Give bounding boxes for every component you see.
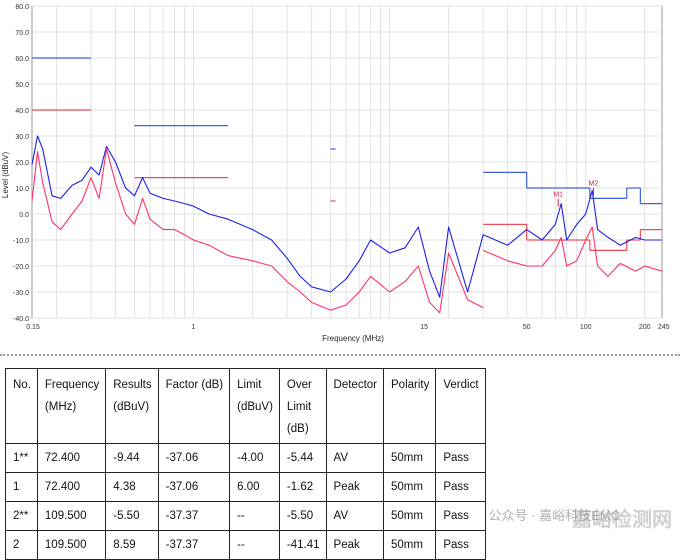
y-axis-ticks: -40.0 -30.0 -20.0 -10.0 0.0 10.0 20.0 30.0 40.0 5…	[13, 4, 29, 323]
table-cell: AV	[325, 501, 385, 531]
table-cell: 1**	[5, 443, 38, 473]
y-tick-label: -20.0	[13, 264, 29, 271]
y-tick-label: -40.0	[13, 316, 29, 323]
table-header-cell: Over Limit (dB)	[278, 368, 327, 444]
x-tick-label: 100	[580, 324, 592, 331]
y-tick-label: 30.0	[15, 134, 29, 141]
table-header-cell: Results (dBuV)	[105, 368, 159, 444]
table-cell: Pass	[435, 472, 486, 502]
watermark-account: 公众号 · 嘉峪科技EMC	[488, 508, 620, 523]
table-cell: -1.62	[278, 472, 327, 502]
x-axis-label: Frequency (MHz)	[322, 334, 384, 343]
table-cell: Peak	[325, 472, 385, 502]
series-line-0	[31, 135, 662, 298]
table-cell: -37.37	[157, 530, 231, 560]
table-cell: 2**	[5, 501, 38, 531]
y-tick-label: 70.0	[15, 30, 29, 37]
table-cell: Pass	[435, 501, 486, 531]
x-tick-label: 1	[192, 324, 196, 331]
table-cell: --	[229, 530, 280, 560]
table-header-cell: No.	[5, 368, 38, 444]
table-cell: 72.400	[36, 472, 107, 502]
table-cell: 50mm	[382, 443, 437, 473]
table-body: 1** 72.400 -9.44 -37.06 -4.00 -5.44 AV 50mm Pass…	[5, 443, 486, 560]
table-cell: 50mm	[382, 501, 437, 531]
y-axis-label: Level (dBuV)	[1, 152, 10, 199]
y-tick-label: 20.0	[15, 160, 29, 167]
table-header-row: No. Frequency (MHz) Results (dBuV) Factor (dB…	[5, 368, 486, 444]
table-cell: Peak	[325, 530, 385, 560]
table-cell: 109.500	[36, 501, 107, 531]
table-cell: Pass	[435, 443, 486, 473]
x-tick-label: 200	[639, 324, 651, 331]
chart-grid	[31, 5, 663, 319]
table-row: 1 72.400 4.38 -37.06 6.00 -1.62 Peak 50mm Pass	[5, 472, 486, 502]
limit-lines	[32, 57, 662, 251]
x-tick-label: 0.15	[26, 324, 40, 331]
y-tick-label: 60.0	[15, 56, 29, 63]
x-tick-label: 15	[420, 324, 428, 331]
table-cell: -5.44	[278, 443, 327, 473]
watermark-brand: 嘉峪检测网	[572, 509, 672, 531]
series-line-1	[31, 148, 484, 314]
y-tick-label: -10.0	[13, 238, 29, 245]
table-cell: 1	[5, 472, 38, 502]
table-header-cell: Limit (dBuV)	[229, 368, 280, 444]
separator-line	[0, 354, 680, 356]
table-cell: -37.06	[157, 443, 231, 473]
table-cell: 6.00	[229, 472, 280, 502]
x-tick-label: 245	[658, 324, 670, 331]
table-header-cell: Polarity	[382, 368, 437, 444]
table-header-cell: Frequency (MHz)	[36, 368, 107, 444]
results-table: No. Frequency (MHz) Results (dBuV) Factor (dB…	[5, 368, 486, 560]
table-cell: 50mm	[382, 530, 437, 560]
y-tick-label: 40.0	[15, 108, 29, 115]
table-cell: AV	[325, 443, 385, 473]
y-tick-label: 50.0	[15, 82, 29, 89]
emission-chart: -40.0 -30.0 -20.0 -10.0 0.0 10.0 20.0 30.0 40.0 5…	[1, 4, 670, 343]
table-row: 2** 109.500 -5.50 -37.37 -- -5.50 AV 50mm Pass	[5, 501, 486, 531]
table-cell: 50mm	[382, 472, 437, 502]
table-row: 1** 72.400 -9.44 -37.06 -4.00 -5.44 AV 50mm Pass	[5, 443, 486, 473]
table-cell: -5.50	[278, 501, 327, 531]
x-tick-label: 50	[523, 324, 531, 331]
table-cell: -4.00	[229, 443, 280, 473]
y-tick-label: 80.0	[15, 4, 29, 11]
table-cell: 2	[5, 530, 38, 560]
y-tick-label: -30.0	[13, 290, 29, 297]
table-cell: Pass	[435, 530, 486, 560]
table-cell: -37.06	[157, 472, 231, 502]
marker-label: M1	[553, 192, 563, 199]
table-cell: 4.38	[105, 472, 159, 502]
table-cell: 72.400	[36, 443, 107, 473]
table-header-cell: Factor (dB)	[157, 368, 231, 444]
table-row: 2 109.500 8.59 -37.37 -- -41.41 Peak 50mm Pass	[5, 530, 486, 560]
table-header-cell: Detector	[325, 368, 385, 444]
table-header-cell: Verdict	[435, 368, 486, 444]
table-cell: -41.41	[278, 530, 327, 560]
chart-markers: M1 M2	[553, 181, 598, 207]
series-traces	[31, 135, 663, 314]
table-cell: -37.37	[157, 501, 231, 531]
table-cell: -9.44	[105, 443, 159, 473]
series-line-2	[482, 226, 663, 277]
y-tick-label: 0.0	[19, 212, 29, 219]
table-cell: -5.50	[105, 501, 159, 531]
y-tick-label: 10.0	[15, 186, 29, 193]
marker-label: M2	[589, 181, 599, 188]
table-cell: --	[229, 501, 280, 531]
table-cell: 109.500	[36, 530, 107, 560]
x-axis-ticks: 0.15 1 15 50 100 200 245	[26, 324, 670, 331]
table-cell: 8.59	[105, 530, 159, 560]
